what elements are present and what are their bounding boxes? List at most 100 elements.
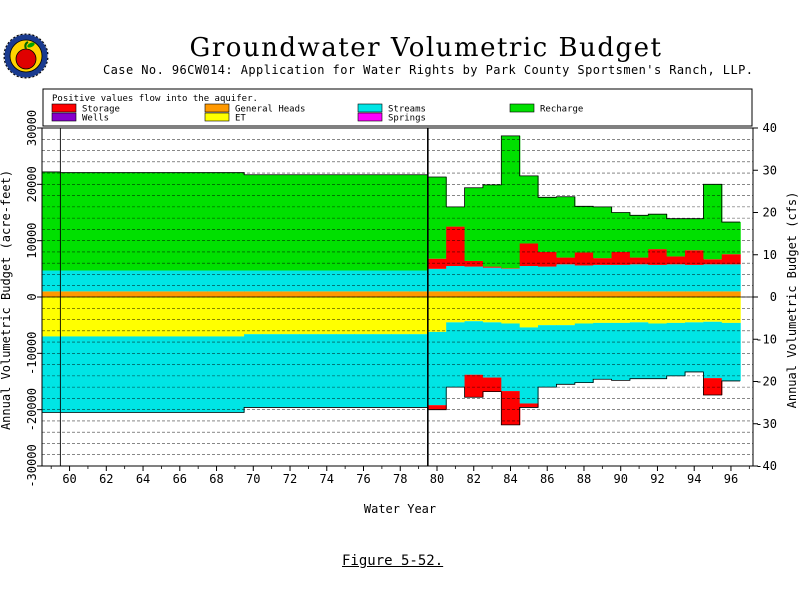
legend-swatch bbox=[357, 112, 383, 122]
area-segment-general-heads bbox=[482, 291, 502, 297]
area-segment-et bbox=[372, 297, 392, 335]
area-segment-streams-outflow bbox=[648, 323, 668, 379]
area-segment-recharge bbox=[60, 172, 80, 271]
area-segment-general-heads bbox=[115, 291, 135, 297]
area-segment-streams bbox=[556, 264, 576, 292]
area-segment-streams-outflow bbox=[446, 322, 466, 388]
area-segment-streams-outflow bbox=[280, 334, 300, 408]
area-segment-recharge bbox=[464, 187, 484, 261]
area-segment-general-heads bbox=[354, 291, 374, 297]
x-tick-label: 74 bbox=[320, 472, 334, 486]
area-segment-streams-outflow bbox=[262, 334, 282, 408]
area-segment-streams bbox=[519, 266, 539, 292]
legend-label: Wells bbox=[82, 114, 109, 124]
area-segment-recharge bbox=[170, 172, 190, 271]
area-segment-streams bbox=[685, 264, 704, 292]
area-segment-recharge bbox=[280, 174, 300, 271]
area-segment-streams-outflow bbox=[409, 334, 429, 408]
area-segment-streams-outflow bbox=[354, 334, 374, 408]
area-segment-recharge bbox=[611, 212, 631, 252]
area-segment-storage-outflow bbox=[482, 377, 502, 392]
legend-swatch bbox=[509, 103, 535, 113]
area-segment-recharge bbox=[354, 174, 374, 271]
area-segment-streams-outflow bbox=[611, 322, 631, 381]
area-segment-streams bbox=[482, 267, 502, 292]
area-segment-et bbox=[78, 297, 98, 337]
area-segment-streams-outflow bbox=[317, 334, 337, 408]
area-segment-recharge bbox=[244, 174, 264, 271]
area-segment-streams bbox=[188, 270, 208, 292]
area-segment-et bbox=[666, 297, 686, 323]
area-segment-streams bbox=[115, 270, 135, 292]
area-segment-recharge bbox=[391, 174, 411, 271]
area-segment-et bbox=[188, 297, 208, 337]
area-segment-et bbox=[60, 297, 80, 337]
area-segment-storage bbox=[519, 243, 539, 267]
area-segment-et bbox=[391, 297, 411, 335]
area-segment-streams bbox=[611, 264, 631, 292]
area-segment-et bbox=[42, 297, 61, 337]
x-tick-label: 88 bbox=[577, 472, 591, 486]
area-segment-streams bbox=[335, 270, 355, 292]
area-segment-streams bbox=[78, 270, 98, 292]
area-segment-streams-outflow bbox=[207, 336, 227, 413]
area-segment-streams bbox=[501, 268, 521, 292]
area-segment-general-heads bbox=[427, 291, 447, 297]
chart-subtitle: Case No. 96CW014: Application for Water … bbox=[103, 63, 753, 77]
area-segment-general-heads bbox=[464, 291, 484, 297]
area-segment-general-heads bbox=[78, 291, 98, 297]
area-segment-streams-outflow bbox=[115, 336, 135, 413]
area-segment-storage bbox=[538, 251, 558, 267]
legend-note: Positive values flow into the aquifer. bbox=[52, 94, 258, 104]
area-segment-streams bbox=[427, 268, 447, 292]
area-segment-general-heads bbox=[317, 291, 337, 297]
y2-tick-label: -40 bbox=[755, 459, 777, 473]
area-segment-general-heads bbox=[207, 291, 227, 297]
y-tick-label: -10000 bbox=[25, 332, 39, 375]
area-segment-streams-outflow bbox=[556, 325, 576, 385]
area-segment-streams-outflow bbox=[42, 336, 61, 413]
legend-label: Streams bbox=[388, 105, 426, 115]
y-tick-label: 0 bbox=[25, 293, 39, 300]
area-segment-recharge bbox=[188, 172, 208, 271]
area-segment-general-heads bbox=[501, 291, 521, 297]
x-tick-label: 78 bbox=[393, 472, 407, 486]
area-segment-streams-outflow bbox=[666, 322, 686, 376]
x-tick-label: 92 bbox=[650, 472, 664, 486]
area-segment-recharge bbox=[115, 172, 135, 271]
area-segment-streams-outflow bbox=[391, 334, 411, 408]
area-segment-recharge bbox=[685, 218, 704, 251]
area-segment-general-heads bbox=[666, 291, 686, 297]
x-tick-label: 76 bbox=[356, 472, 370, 486]
area-segment-recharge bbox=[317, 174, 337, 271]
area-segment-streams bbox=[244, 270, 264, 292]
y-axis-label: Annual Volumetric Budget (acre-feet) bbox=[0, 170, 13, 430]
area-segment-streams bbox=[666, 264, 686, 292]
area-segment-recharge bbox=[335, 174, 355, 271]
area-segment-streams-outflow bbox=[721, 322, 741, 381]
area-segment-streams bbox=[60, 270, 80, 292]
area-segment-storage bbox=[464, 260, 484, 267]
figure-caption: Figure 5-52. bbox=[342, 553, 444, 569]
area-segment-streams bbox=[299, 270, 319, 292]
area-segment-recharge bbox=[593, 206, 613, 259]
area-segment-recharge bbox=[207, 172, 227, 271]
y2-tick-label: 10 bbox=[763, 248, 777, 262]
area-segment-storage-outflow bbox=[703, 378, 723, 396]
y-tick-label: -30000 bbox=[25, 444, 39, 487]
area-segment-et bbox=[611, 297, 631, 323]
area-segment-general-heads bbox=[391, 291, 411, 297]
area-segment-general-heads bbox=[133, 291, 153, 297]
x-tick-label: 62 bbox=[99, 472, 113, 486]
y-tick-label: 20000 bbox=[25, 166, 39, 202]
area-segment-streams-outflow bbox=[464, 321, 484, 375]
area-segment-streams-outflow bbox=[703, 321, 723, 379]
area-segment-et bbox=[225, 297, 245, 337]
area-segment-storage-outflow bbox=[501, 391, 521, 425]
area-segment-streams-outflow bbox=[501, 323, 521, 392]
area-segment-recharge bbox=[409, 174, 429, 271]
area-segment-et bbox=[427, 297, 447, 332]
area-segment-streams-outflow bbox=[685, 322, 704, 372]
legend-swatch bbox=[357, 103, 383, 113]
